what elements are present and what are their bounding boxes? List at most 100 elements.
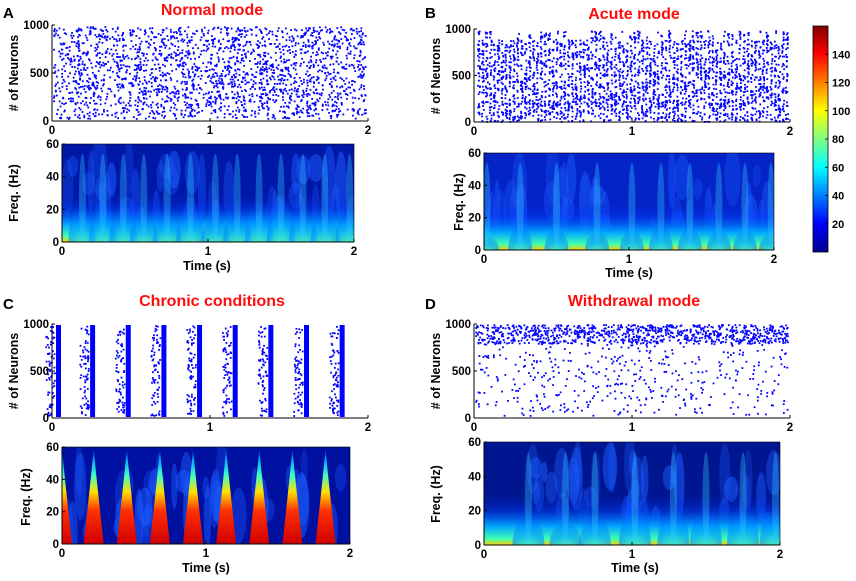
spike [241,114,244,116]
spike [72,76,75,79]
spike [266,83,269,86]
spike [661,62,663,64]
spike [93,92,96,95]
spike [481,53,483,56]
spike [669,112,671,114]
spike [282,110,285,113]
spike [329,96,332,98]
spike [509,71,511,74]
spike [743,51,746,54]
spike [666,91,668,94]
spike [315,54,318,57]
spike [543,85,546,88]
spike [63,80,66,83]
spike [498,39,500,42]
spike [564,109,567,112]
spike [545,90,548,93]
spike [243,49,245,52]
spike [314,103,317,106]
spike [198,66,201,69]
spike [162,29,165,32]
spike [669,54,672,57]
spike [358,42,361,45]
spike [735,70,738,73]
spike [735,120,738,123]
spike [240,80,243,83]
spike [478,75,481,78]
spike [689,57,692,59]
spike [241,90,243,93]
spike [625,105,628,108]
spike [599,107,602,109]
spike [53,66,55,69]
spike [115,111,118,114]
spike [140,90,143,93]
spike [535,96,538,98]
spike [278,110,281,113]
spike [83,64,86,67]
spike [128,65,131,68]
spike [218,77,221,80]
spike [739,33,742,35]
spike [754,113,757,116]
spike [169,28,172,31]
spike [213,38,216,40]
spike [280,79,283,82]
spike [719,99,722,102]
spike [150,68,153,71]
spike [716,108,718,110]
spike [555,102,558,105]
spike [346,108,349,111]
spike [568,94,570,97]
spike [144,92,147,95]
spike [590,57,593,60]
spike [637,41,640,44]
spike [576,63,578,65]
spike [293,114,296,116]
spike [520,39,523,42]
spike [236,57,238,60]
spike [539,60,542,62]
spike [313,102,316,105]
spike [532,48,535,50]
spike [636,86,639,89]
spike [127,57,130,60]
spike [664,86,667,89]
spike [72,80,75,83]
spike [500,61,503,64]
spike [196,112,199,115]
spike [337,72,340,75]
spike [89,27,92,30]
spike [529,75,532,78]
spike [508,74,511,77]
spike [625,97,628,100]
spike [715,80,717,83]
spike [158,52,161,55]
spike [563,91,565,93]
spike [234,76,237,78]
spike [196,68,199,70]
spike [181,38,184,41]
spike [583,101,586,104]
spike [356,112,359,115]
spike [566,115,569,118]
spike [699,40,702,43]
spike [513,56,515,59]
spike [486,118,489,120]
spike [750,77,752,79]
spike [346,48,349,51]
spike [615,63,618,66]
spike [615,101,618,103]
spike [89,33,92,35]
spike [750,81,753,83]
spike [525,101,528,104]
spike [164,57,167,60]
spike [619,99,622,101]
spike [286,32,289,35]
spike [676,95,679,98]
spike [524,112,527,114]
spike [597,67,600,70]
spike [712,99,714,101]
spike [287,72,290,75]
spike [611,97,614,99]
